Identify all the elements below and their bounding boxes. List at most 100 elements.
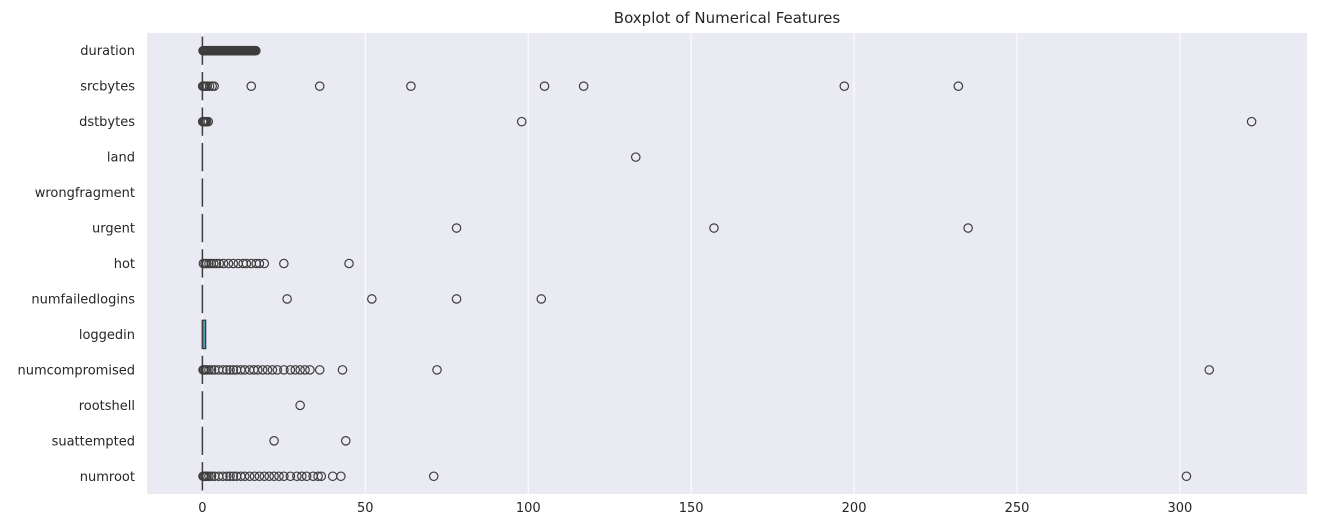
y-tick-labels: duration srcbytes dstbytes land wrongfragmen… bbox=[18, 44, 136, 485]
outlier-point bbox=[222, 471, 232, 482]
outlier-point bbox=[282, 294, 292, 304]
x-tick-label: 200 bbox=[842, 501, 867, 516]
outlier-point bbox=[337, 365, 348, 375]
outlier-point bbox=[406, 81, 416, 91]
outlier-point bbox=[211, 258, 222, 269]
outlier-point bbox=[203, 116, 214, 127]
outlier-point bbox=[206, 365, 217, 375]
outlier-point bbox=[259, 471, 270, 482]
outlier-point bbox=[1181, 471, 1192, 482]
y-tick-label: loggedin bbox=[79, 328, 135, 343]
box-loggedin bbox=[201, 319, 207, 350]
outlier-point bbox=[300, 365, 310, 375]
outlier-point bbox=[239, 471, 250, 482]
x-tick-label: 250 bbox=[1005, 501, 1030, 516]
y-tick-label: numfailedlogins bbox=[31, 292, 135, 307]
outlier-point bbox=[225, 471, 235, 482]
outlier-point bbox=[228, 258, 239, 269]
x-tick-label: 300 bbox=[1168, 501, 1193, 516]
outlier-point bbox=[206, 471, 217, 482]
outlier-point bbox=[204, 81, 215, 91]
outlier-point bbox=[314, 365, 325, 375]
outlier-point bbox=[274, 471, 284, 482]
y-tick-label: srcbytes bbox=[80, 80, 135, 95]
outlier-point bbox=[264, 471, 274, 482]
outlier-point bbox=[336, 471, 346, 482]
chart-title: Boxplot of Numerical Features bbox=[614, 9, 841, 27]
outlier-point bbox=[269, 436, 279, 446]
y-tick-label: suattempted bbox=[52, 434, 135, 449]
outlier-point bbox=[246, 81, 257, 91]
outlier-point bbox=[539, 81, 550, 91]
outlier-point bbox=[251, 45, 261, 56]
outlier-point bbox=[630, 152, 641, 162]
x-tick-label: 0 bbox=[198, 501, 206, 516]
outlier-point bbox=[285, 471, 296, 482]
outlier-point bbox=[451, 294, 462, 304]
outlier-point bbox=[313, 471, 323, 482]
outlier-point bbox=[222, 365, 232, 375]
outlier-point bbox=[209, 81, 219, 91]
outlier-point bbox=[279, 258, 289, 269]
outlier-point bbox=[204, 365, 214, 375]
outlier-point bbox=[295, 365, 305, 375]
outlier-point bbox=[1246, 116, 1257, 127]
outlier-point bbox=[451, 223, 462, 233]
outlier-point bbox=[279, 365, 289, 375]
y-tick-label: wrongfragment bbox=[35, 186, 135, 201]
outlier-point bbox=[536, 294, 547, 304]
outlier-point bbox=[279, 471, 289, 482]
outlier-point bbox=[259, 258, 270, 269]
outlier-point bbox=[839, 81, 850, 91]
outlier-point bbox=[257, 365, 268, 375]
outlier-point bbox=[953, 81, 964, 91]
y-tick-label: dstbytes bbox=[79, 115, 135, 130]
outlier-point bbox=[578, 81, 589, 91]
outlier-point bbox=[292, 471, 302, 482]
outlier-point bbox=[340, 436, 351, 446]
outlier-point bbox=[228, 471, 239, 482]
y-tick-label: duration bbox=[80, 44, 135, 59]
outlier-point bbox=[295, 400, 305, 411]
outlier-point bbox=[269, 471, 279, 482]
outlier-point bbox=[252, 365, 263, 375]
outlier-point bbox=[272, 365, 283, 375]
outlier-point bbox=[316, 471, 327, 482]
outlier-point bbox=[239, 365, 250, 375]
outlier-point bbox=[218, 365, 228, 375]
x-tick-label: 150 bbox=[679, 501, 704, 516]
outlier-point bbox=[241, 258, 252, 269]
y-tick-label: numcompromised bbox=[18, 363, 135, 378]
outlier-point bbox=[267, 365, 278, 375]
x-tick-label: 50 bbox=[357, 501, 374, 516]
outlier-point bbox=[516, 116, 527, 127]
y-tick-label: urgent bbox=[92, 222, 135, 237]
outlier-point bbox=[262, 365, 273, 375]
outlier-point bbox=[963, 223, 973, 233]
outlier-point bbox=[367, 294, 377, 304]
outlier-point bbox=[218, 258, 229, 269]
outlier-point bbox=[428, 471, 439, 482]
outlier-point bbox=[344, 258, 354, 269]
outlier-point bbox=[290, 365, 301, 375]
plot-background bbox=[147, 33, 1307, 494]
outlier-point bbox=[296, 471, 307, 482]
outlier-point bbox=[225, 365, 235, 375]
outlier-point bbox=[254, 471, 265, 482]
outlier-point bbox=[301, 471, 312, 482]
outlier-point bbox=[228, 365, 239, 375]
outlier-point bbox=[249, 471, 260, 482]
outlier-point bbox=[244, 471, 255, 482]
outlier-point bbox=[223, 258, 234, 269]
outlier-point bbox=[254, 258, 265, 269]
outlier-point bbox=[314, 81, 325, 91]
outlier-point bbox=[305, 365, 315, 375]
outlier-point bbox=[709, 223, 719, 233]
y-tick-label: land bbox=[107, 151, 135, 166]
outlier-point bbox=[204, 471, 214, 482]
outlier-points bbox=[197, 45, 1257, 482]
outlier-point bbox=[218, 471, 228, 482]
y-tick-label: rootshell bbox=[79, 399, 135, 414]
outlier-point bbox=[208, 258, 219, 269]
